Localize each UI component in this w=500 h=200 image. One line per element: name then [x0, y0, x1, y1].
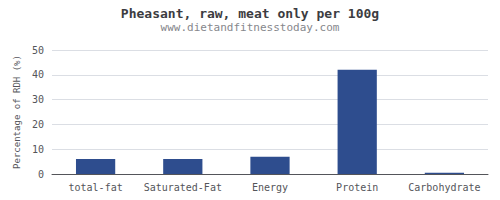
svg-text:Energy: Energy	[252, 182, 288, 193]
svg-text:30: 30	[32, 94, 44, 105]
svg-text:0: 0	[38, 169, 44, 180]
svg-text:Percentage of RDH (%): Percentage of RDH (%)	[12, 55, 22, 169]
svg-text:Protein: Protein	[336, 182, 378, 193]
svg-text:total-fat: total-fat	[69, 182, 123, 193]
svg-text:Carbohydrate: Carbohydrate	[408, 182, 480, 193]
svg-text:www.dietandfitnesstoday.com: www.dietandfitnesstoday.com	[161, 21, 340, 34]
svg-text:Pheasant, raw, meat only per 1: Pheasant, raw, meat only per 100g	[121, 6, 379, 21]
svg-text:50: 50	[32, 45, 44, 56]
svg-text:20: 20	[32, 119, 44, 130]
svg-text:10: 10	[32, 144, 44, 155]
svg-text:40: 40	[32, 69, 44, 80]
svg-text:Saturated-Fat: Saturated-Fat	[144, 182, 222, 193]
